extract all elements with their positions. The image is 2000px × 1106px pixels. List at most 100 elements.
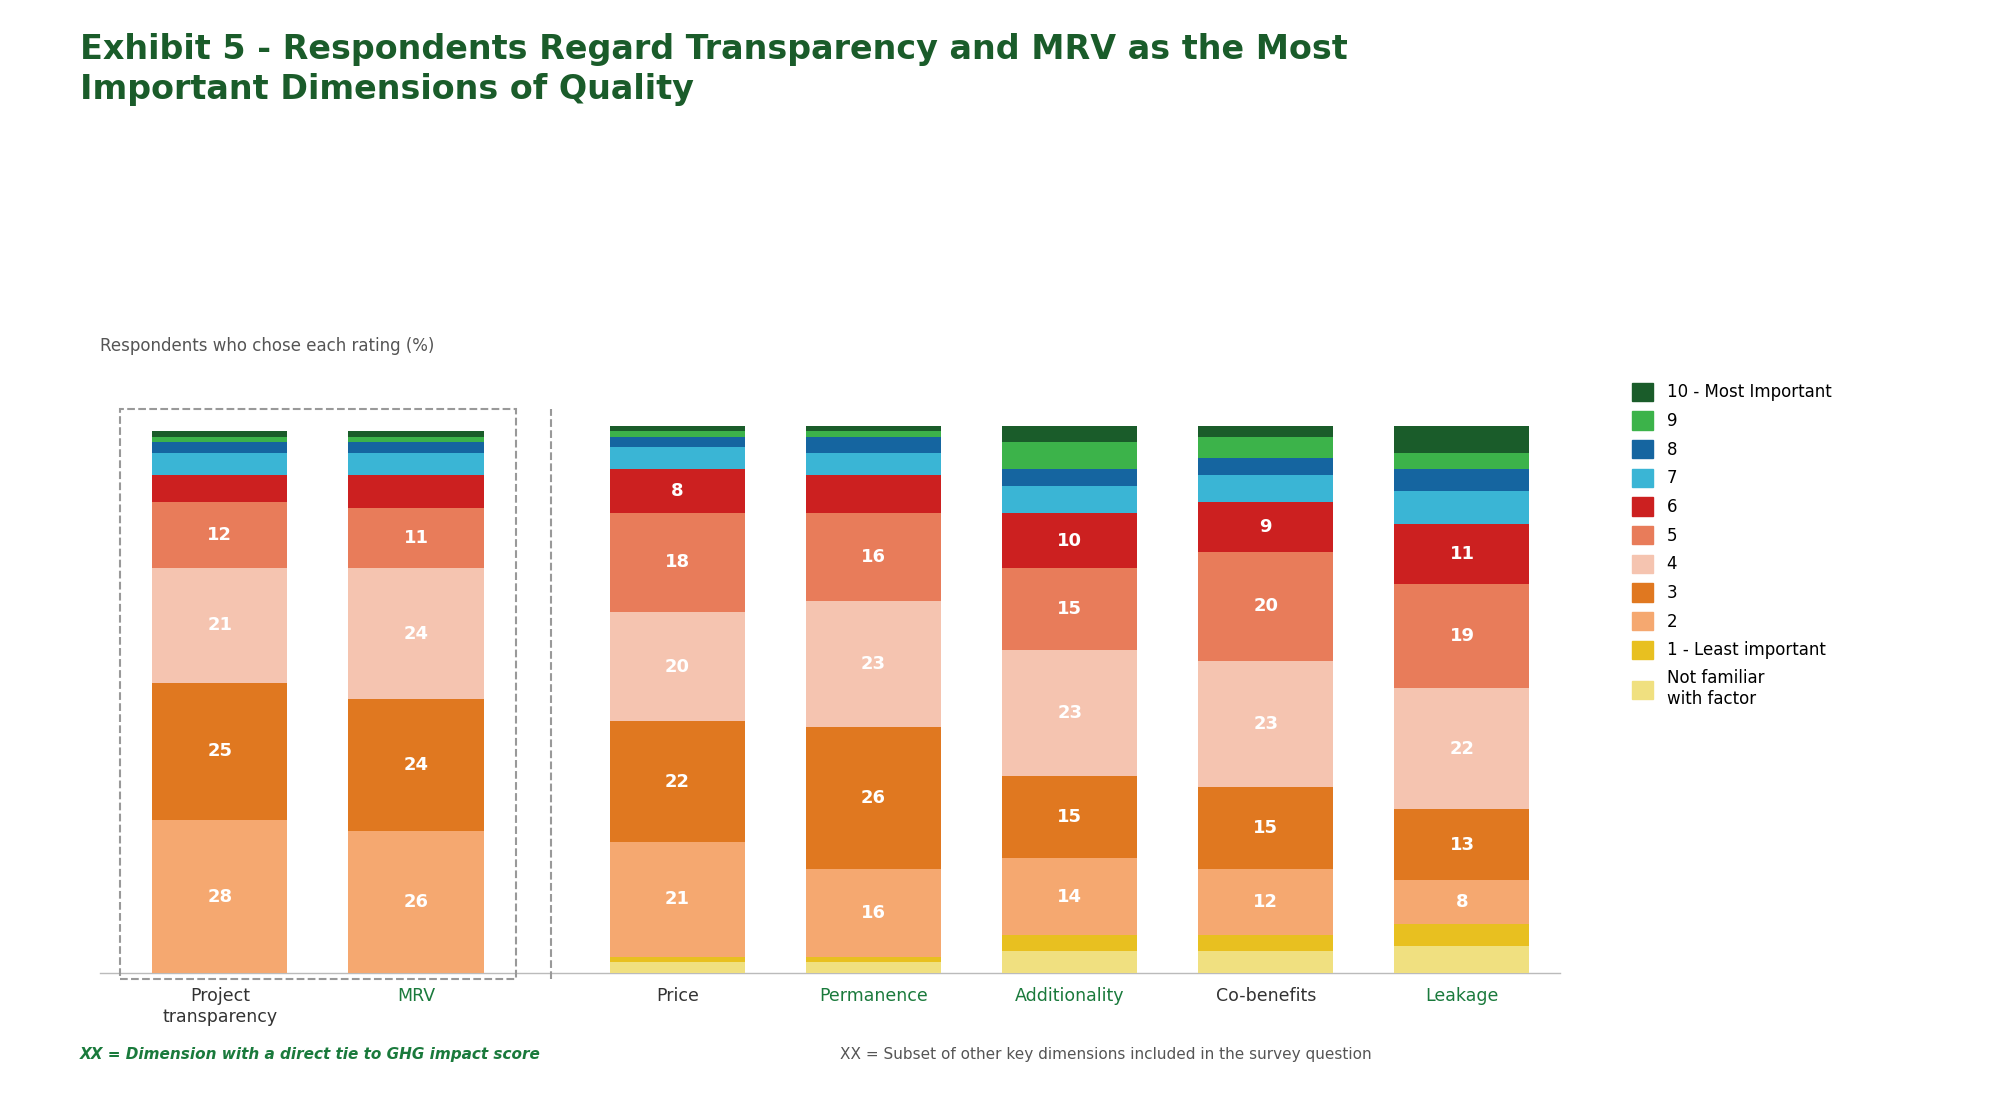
Text: 16: 16: [862, 547, 886, 566]
Bar: [348, 831, 484, 973]
Text: 22: 22: [664, 773, 690, 791]
Bar: [1002, 568, 1138, 650]
Bar: [806, 601, 942, 727]
Bar: [1198, 935, 1334, 951]
Bar: [152, 431, 288, 437]
Text: 11: 11: [404, 529, 428, 546]
Text: XX = Subset of other key dimensions included in the survey question: XX = Subset of other key dimensions incl…: [840, 1046, 1372, 1062]
Text: 19: 19: [1450, 627, 1474, 646]
Bar: [348, 568, 484, 699]
Bar: [1198, 437, 1334, 458]
Bar: [1394, 946, 1530, 973]
Bar: [1394, 469, 1530, 491]
Bar: [610, 721, 746, 842]
Text: 26: 26: [404, 893, 428, 911]
Bar: [152, 453, 288, 474]
Text: 18: 18: [664, 553, 690, 572]
Text: 23: 23: [862, 655, 886, 672]
Bar: [806, 957, 942, 962]
Bar: [348, 699, 484, 831]
Bar: [152, 502, 288, 568]
Bar: [348, 431, 484, 437]
Text: 10: 10: [1058, 532, 1082, 550]
Bar: [1394, 426, 1530, 453]
Text: 8: 8: [672, 482, 684, 500]
Bar: [806, 426, 942, 431]
Bar: [806, 437, 942, 453]
Text: 15: 15: [1058, 808, 1082, 826]
Bar: [1002, 442, 1138, 469]
Text: 24: 24: [404, 625, 428, 643]
Bar: [1002, 935, 1138, 951]
Bar: [348, 442, 484, 453]
Bar: [1002, 469, 1138, 486]
Bar: [1002, 858, 1138, 935]
Bar: [348, 474, 484, 508]
Text: 21: 21: [208, 616, 232, 635]
Bar: [610, 513, 746, 612]
Bar: [1002, 776, 1138, 858]
Bar: [806, 727, 942, 869]
Text: 12: 12: [1254, 893, 1278, 911]
Bar: [348, 453, 484, 474]
Bar: [1198, 502, 1334, 552]
Text: 21: 21: [664, 890, 690, 908]
Text: 8: 8: [1456, 893, 1468, 911]
Text: 23: 23: [1058, 705, 1082, 722]
Text: XX = Dimension with a direct tie to GHG impact score: XX = Dimension with a direct tie to GHG …: [80, 1046, 540, 1062]
Text: 26: 26: [862, 789, 886, 807]
Text: 11: 11: [1450, 545, 1474, 563]
Bar: [1198, 474, 1334, 502]
Bar: [1394, 688, 1530, 808]
Bar: [806, 431, 942, 437]
Bar: [610, 962, 746, 973]
Text: 24: 24: [404, 757, 428, 774]
Text: 15: 15: [1254, 820, 1278, 837]
Text: Exhibit 5 - Respondents Regard Transparency and MRV as the Most
Important Dimens: Exhibit 5 - Respondents Regard Transpare…: [80, 33, 1348, 106]
Bar: [1394, 584, 1530, 688]
Bar: [806, 869, 942, 957]
Bar: [1198, 552, 1334, 661]
Bar: [348, 508, 484, 568]
Bar: [152, 474, 288, 502]
Bar: [1198, 661, 1334, 787]
Bar: [610, 426, 746, 431]
Bar: [806, 962, 942, 973]
Bar: [120, 409, 516, 979]
Text: 9: 9: [1260, 518, 1272, 536]
Bar: [1394, 491, 1530, 524]
Bar: [610, 437, 746, 448]
Bar: [1002, 513, 1138, 568]
Text: 13: 13: [1450, 835, 1474, 854]
Text: 12: 12: [208, 526, 232, 544]
Bar: [1198, 951, 1334, 973]
Bar: [348, 437, 484, 442]
Bar: [610, 842, 746, 957]
Text: 28: 28: [208, 888, 232, 906]
Bar: [610, 957, 746, 962]
Bar: [1394, 524, 1530, 584]
Bar: [610, 612, 746, 721]
Bar: [152, 442, 288, 453]
Bar: [152, 684, 288, 820]
Text: 20: 20: [1254, 597, 1278, 615]
Bar: [152, 437, 288, 442]
Bar: [1394, 924, 1530, 946]
Text: 22: 22: [1450, 740, 1474, 758]
Bar: [1198, 869, 1334, 935]
Text: 23: 23: [1254, 716, 1278, 733]
Bar: [1394, 880, 1530, 924]
Bar: [152, 820, 288, 973]
Text: 16: 16: [862, 904, 886, 922]
Legend: 10 - Most Important, 9, 8, 7, 6, 5, 4, 3, 2, 1 - Least important, Not familiar
w: 10 - Most Important, 9, 8, 7, 6, 5, 4, 3…: [1626, 378, 1836, 713]
Bar: [1198, 458, 1334, 474]
Bar: [1198, 787, 1334, 869]
Bar: [1002, 951, 1138, 973]
Text: 15: 15: [1058, 601, 1082, 618]
Text: 20: 20: [664, 658, 690, 676]
Bar: [152, 568, 288, 684]
Bar: [610, 469, 746, 513]
Bar: [1394, 808, 1530, 880]
Bar: [1002, 486, 1138, 513]
Bar: [806, 474, 942, 513]
